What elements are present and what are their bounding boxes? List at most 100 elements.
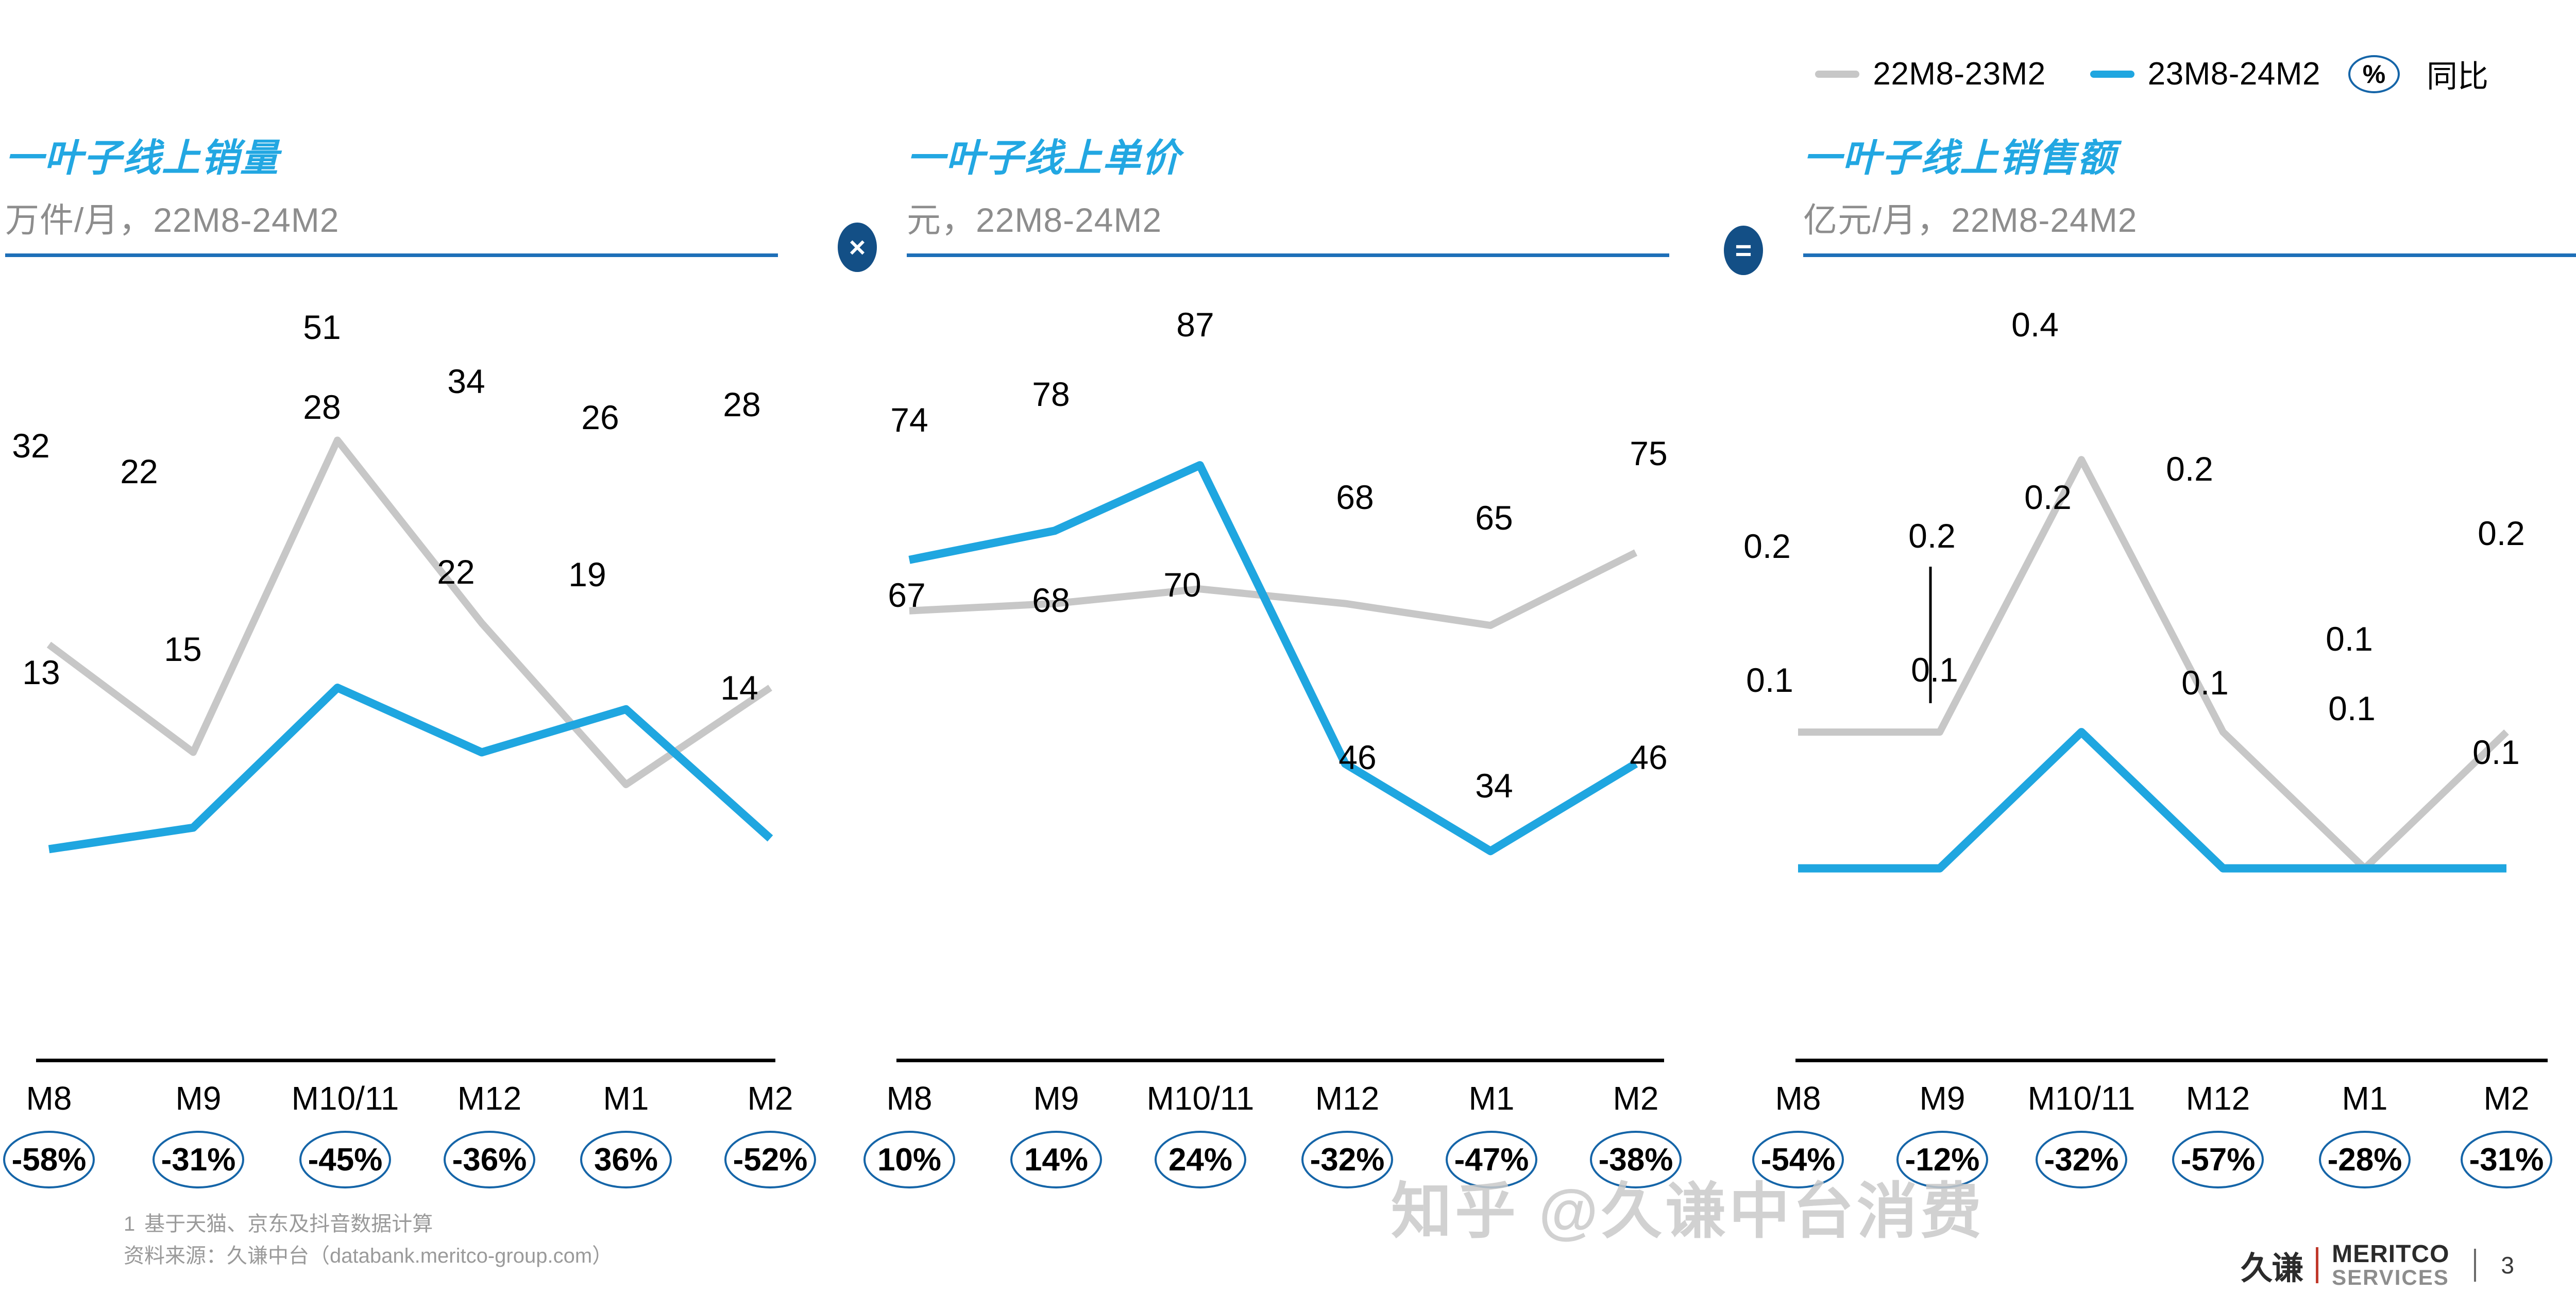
- x-tick-label: M9: [1033, 1080, 1079, 1117]
- line-chart-svg: [1798, 456, 2509, 873]
- status-badge: -58%: [3, 1131, 95, 1188]
- x-tick-label: M10/11: [2027, 1080, 2136, 1117]
- page-number: 3: [2501, 1252, 2514, 1279]
- footnote-note-row: 1 基于天猫、京东及抖音数据计算: [124, 1208, 613, 1240]
- plot-area: 32 22 51 34 19 28 13 15 28 22 26 14: [0, 308, 840, 1061]
- data-label: 74: [890, 401, 928, 439]
- status-badge: -54%: [1752, 1131, 1844, 1188]
- x-axis-line: [896, 1059, 1664, 1062]
- data-label: 32: [12, 427, 50, 465]
- yoy-badges: -58% -31% -45% -36% 36% -52%: [0, 1131, 840, 1188]
- status-badge: 36%: [580, 1131, 672, 1188]
- brand-logo-en: MERITCO SERVICES: [2332, 1242, 2449, 1288]
- equals-operator-icon: =: [1724, 226, 1763, 275]
- x-axis-ticks: M8 M9 M10/11 M12 M1 M2: [1726, 1079, 2576, 1120]
- footnote-source: 资料来源：久谦中台（databank.meritco-group.com）: [124, 1245, 613, 1267]
- chart-panel-volume: 一叶子线上销量 万件/月，22M8-24M2 32 22 51 34 19 28…: [0, 0, 840, 1309]
- status-badge: -57%: [2172, 1131, 2264, 1188]
- x-tick-label: M10/11: [1146, 1080, 1255, 1117]
- x-tick-label: M12: [457, 1080, 522, 1117]
- status-badge: -36%: [444, 1131, 535, 1188]
- status-badge: -31%: [152, 1131, 244, 1188]
- data-label: 34: [447, 362, 485, 400]
- data-label: 0.2: [2478, 514, 2525, 552]
- data-label: 22: [120, 452, 158, 490]
- brand-logo: 久谦 MERITCO SERVICES 3: [2241, 1242, 2514, 1288]
- status-badge: -38%: [1590, 1131, 1682, 1188]
- plot-area: 0.2 0.2 0.4 0.2 0.1 0.2 0.1 0.1 0.2 0.1 …: [1726, 305, 2576, 1061]
- x-tick-label: M2: [747, 1080, 793, 1117]
- data-label: 78: [1032, 375, 1070, 413]
- x-axis-line: [1795, 1059, 2548, 1062]
- status-badge: 10%: [863, 1131, 955, 1188]
- data-label: 0.2: [1908, 517, 1956, 555]
- legend-swatch-series1: [1815, 70, 1860, 78]
- x-tick-label: M1: [2342, 1080, 2388, 1117]
- data-label: 28: [723, 385, 761, 423]
- series-line-blue: [1798, 728, 2506, 873]
- data-label: 67: [888, 576, 926, 614]
- x-tick-label: M2: [1613, 1080, 1659, 1117]
- panel-header: 一叶子线上单价 元，22M8-24M2: [907, 139, 1669, 257]
- series-line-blue: [48, 684, 773, 854]
- x-tick-label: M10/11: [291, 1080, 399, 1117]
- data-label: 0.1: [2328, 689, 2376, 727]
- plot-area: 67 68 70 68 65 75 74 78 87 46 34 46: [840, 305, 1726, 1061]
- data-label: 0.1: [2326, 620, 2373, 658]
- panel-divider: [5, 253, 778, 257]
- x-tick-label: M1: [1468, 1080, 1515, 1117]
- status-badge: 14%: [1010, 1131, 1102, 1188]
- status-badge: -47%: [1446, 1131, 1537, 1188]
- x-tick-label: M12: [2185, 1080, 2250, 1117]
- data-label: 65: [1475, 499, 1513, 537]
- data-label: 0.1: [2472, 733, 2520, 771]
- panel-header: 一叶子线上销售额 亿元/月，22M8-24M2: [1803, 139, 2576, 257]
- legend-label-series2: 23M8-24M2: [2147, 56, 2320, 92]
- status-badge: -45%: [299, 1131, 391, 1188]
- data-label: 0.1: [1911, 651, 1958, 689]
- page-title: 一叶子线上单价: [907, 137, 1181, 179]
- multiply-operator-icon: ×: [838, 223, 877, 272]
- data-label: 68: [1032, 581, 1070, 619]
- x-axis-ticks: M8 M9 M10/11 M12 M1 M2: [0, 1079, 840, 1120]
- footnote-note: 基于天猫、京东及抖音数据计算: [144, 1213, 433, 1235]
- data-label: 28: [303, 388, 341, 426]
- data-label: 15: [164, 630, 202, 668]
- status-badge: -28%: [2319, 1131, 2411, 1188]
- series-line-gray: [46, 436, 772, 788]
- brand-tagline: SERVICES: [2332, 1265, 2449, 1289]
- data-label: 19: [568, 555, 606, 593]
- data-label: 0.2: [2166, 450, 2213, 488]
- status-badge: 24%: [1155, 1131, 1246, 1188]
- panel-header: 一叶子线上销量 万件/月，22M8-24M2: [5, 139, 778, 257]
- legend-label-series1: 22M8-23M2: [1873, 56, 2046, 92]
- data-label: 46: [1338, 738, 1377, 776]
- data-label: 22: [437, 553, 475, 591]
- footnote-number: 1: [124, 1213, 135, 1235]
- series-line-blue: [908, 461, 1638, 856]
- data-label: 0.2: [1743, 527, 1791, 565]
- series-line-gray: [909, 549, 1638, 629]
- brand-logo-cn: 久谦: [2241, 1251, 2303, 1286]
- status-badge: -32%: [1301, 1131, 1393, 1188]
- x-axis-ticks: M8 M9 M10/11 M12 M1 M2: [840, 1079, 1726, 1120]
- legend-swatch-series2: [2090, 70, 2134, 78]
- yoy-badges: -54% -12% -32% -57% -28% -31%: [1726, 1131, 2576, 1188]
- x-axis-line: [36, 1059, 775, 1062]
- brand-name: MERITCO: [2332, 1240, 2450, 1268]
- panel-divider: [907, 253, 1669, 257]
- chart-panel-gmv: 一叶子线上销售额 亿元/月，22M8-24M2 0.2 0.2 0.4 0.2 …: [1726, 0, 2576, 1309]
- data-label: 0.4: [2011, 305, 2059, 344]
- data-label: 46: [1630, 738, 1668, 776]
- legend-percent-badge: %: [2348, 55, 2400, 93]
- brand-divider-bar: [2316, 1247, 2319, 1283]
- data-label: 75: [1630, 434, 1668, 472]
- status-badge: -31%: [2461, 1131, 2552, 1188]
- x-tick-label: M9: [175, 1080, 222, 1117]
- x-tick-label: M9: [1919, 1080, 1965, 1117]
- x-tick-label: M2: [2483, 1080, 2530, 1117]
- status-badge: -32%: [2036, 1131, 2127, 1188]
- panel-subtitle: 万件/月，22M8-24M2: [5, 201, 340, 239]
- chart-legend: 22M8-23M2 23M8-24M2 % 同比: [1815, 52, 2488, 96]
- line-chart-svg: [46, 436, 773, 854]
